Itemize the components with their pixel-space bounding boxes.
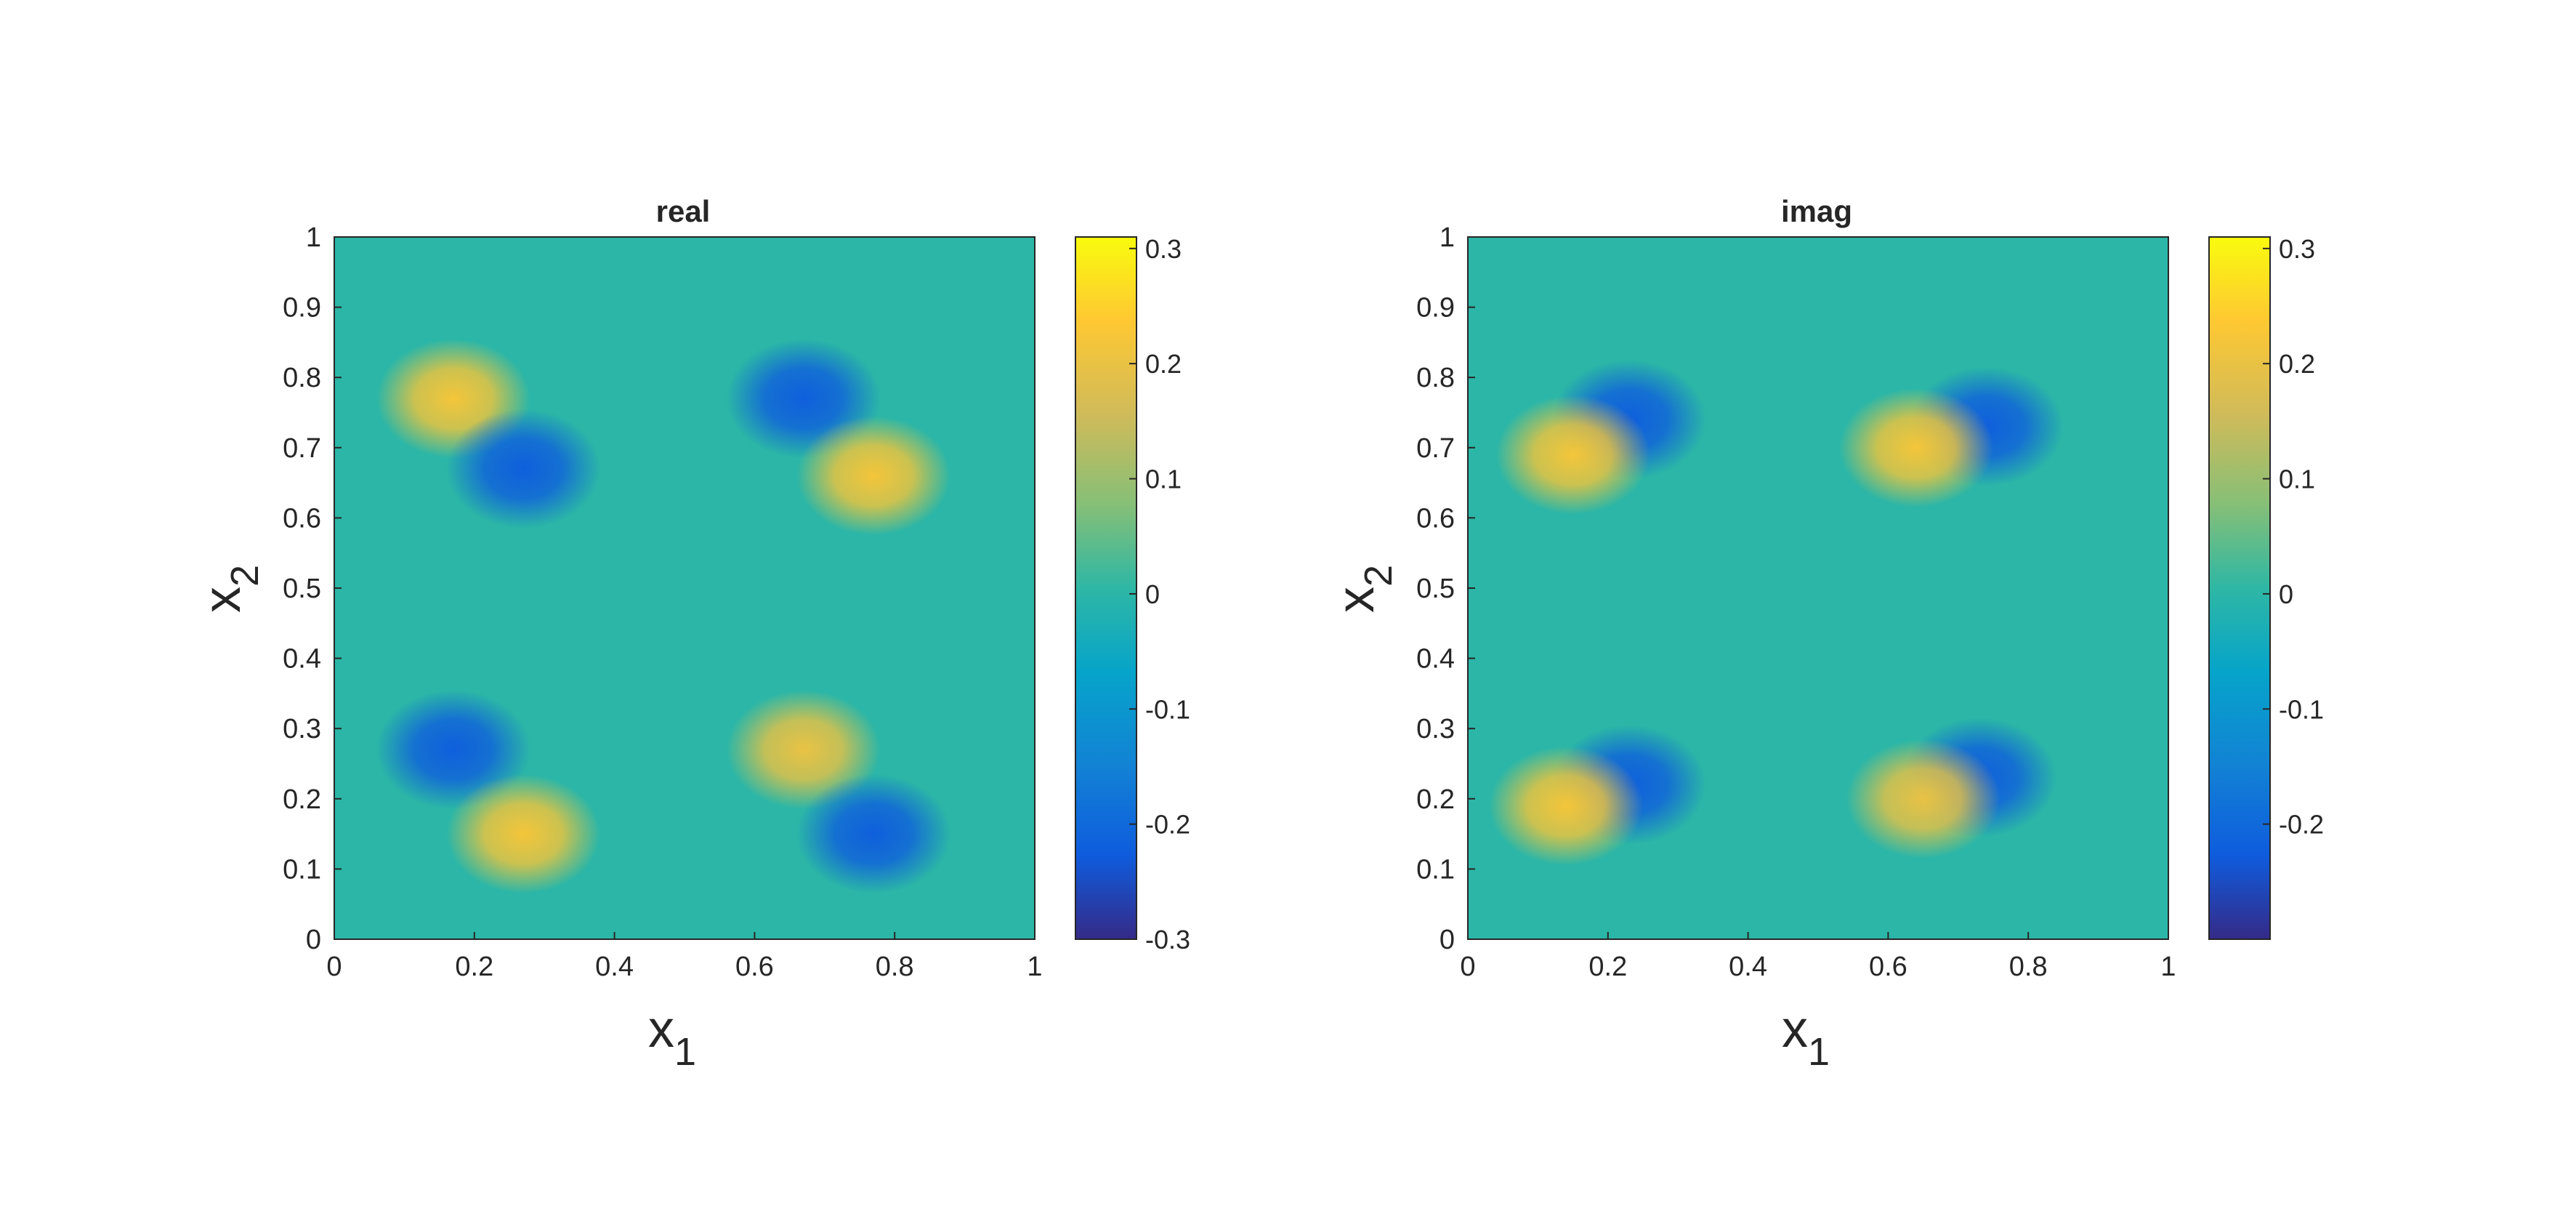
- y-axis-label-subscript: 2: [223, 565, 267, 587]
- x-axis-ticks: 0 0.2 0.4 0.6 0.8 1: [1460, 932, 2176, 982]
- colorbar: -0.3 -0.2 -0.1 0 0.1 0.2 0.3: [1075, 234, 1190, 954]
- y-axis-label-text: x: [1327, 587, 1385, 613]
- heatmap-feature: [1838, 387, 1993, 507]
- colorbar-tick-label: 0: [2279, 579, 2293, 609]
- colorbar-tick-label: 0.2: [2279, 349, 2315, 379]
- colorbar-gradient: [1075, 236, 1137, 940]
- heatmap-feature: [796, 773, 951, 894]
- x-axis-label-subscript: 1: [1808, 1030, 1830, 1074]
- colorbar-gradient: [2208, 236, 2271, 940]
- x-tick-label: 0.2: [455, 952, 493, 982]
- x-axis-label: x1: [1782, 1000, 1830, 1074]
- plot-area: [1467, 236, 2169, 940]
- y-tick-label: 0.7: [1416, 433, 1455, 464]
- x-tick-label: 0.4: [1729, 952, 1767, 982]
- y-tick-label: 0.4: [1416, 644, 1455, 675]
- y-axis-label-subscript: 2: [1357, 565, 1400, 587]
- y-tick-label: 0.8: [283, 363, 321, 393]
- y-tick-label: 0.2: [1416, 784, 1455, 815]
- x-axis-label: x1: [648, 1000, 696, 1074]
- heatmap-feature: [1495, 395, 1650, 515]
- y-tick-label: 0.1: [283, 854, 321, 885]
- colorbar-tick-label: 0.3: [1145, 234, 1182, 264]
- y-axis-label: x2: [193, 565, 267, 613]
- y-tick-label: 0.1: [1416, 854, 1455, 885]
- y-axis-ticks: 0 0.1 0.2 0.3 0.4 0.5 0.6 0.7 0.8 0.9 1: [1416, 222, 1475, 955]
- colorbar-tick-label: -0.1: [2279, 694, 2324, 724]
- y-tick-label: 0.6: [1416, 503, 1455, 534]
- heatmap-marks: [376, 339, 951, 894]
- heatmap-panel-imag: imag 0 0.2 0.4 0.6 0.8 1 00.10.20.30.40.50.60…: [1327, 194, 2324, 1074]
- colorbar-ticks: -0.2 -0.1 0 0.1 0.2 0.3: [2263, 234, 2324, 840]
- y-tick-label: 0.3: [1416, 714, 1455, 744]
- x-tick-label: 0.6: [735, 952, 774, 982]
- y-tick-label: 0.7: [283, 433, 321, 464]
- colorbar-tick-label: 0.1: [2279, 465, 2315, 494]
- plot-title: imag: [1781, 194, 1852, 228]
- y-tick-label: 0: [306, 925, 321, 955]
- heatmap-feature: [796, 416, 951, 536]
- colorbar-tick-label: -0.1: [1145, 694, 1190, 724]
- x-tick-label: 1: [2160, 952, 2176, 982]
- y-tick-label: 0.9: [283, 293, 321, 323]
- plot-area: [334, 236, 1035, 940]
- y-axis-label: x2: [1327, 565, 1400, 613]
- x-tick-label: 0.2: [1588, 952, 1627, 982]
- x-tick-label: 0.6: [1869, 952, 1907, 982]
- colorbar-tick-label: -0.2: [1145, 810, 1190, 840]
- y-axis-label-text: x: [193, 587, 251, 613]
- y-tick-label: 0.3: [283, 714, 321, 744]
- colorbar-tick-label: 0.1: [1145, 465, 1182, 494]
- y-tick-label: 0.6: [283, 503, 321, 534]
- x-tick-label: 0: [1460, 952, 1475, 982]
- colorbar-tick-label: 0.2: [1145, 349, 1182, 379]
- colorbar-ticks: -0.3 -0.2 -0.1 0 0.1 0.2 0.3: [1129, 234, 1190, 954]
- x-axis-label-text: x: [1782, 1000, 1808, 1058]
- heatmap-panel-real: real 0 0.2 0.4 0.6 0.8 1 00.10.20.30.40.50.60…: [193, 194, 1190, 1074]
- plot-title: real: [656, 194, 711, 228]
- y-tick-label: 0.8: [1416, 363, 1455, 393]
- y-tick-label: 0.5: [283, 574, 321, 604]
- heatmap-marks: [1488, 360, 2064, 866]
- x-tick-label: 0.8: [876, 952, 914, 982]
- heatmap-feature: [1846, 739, 2000, 859]
- x-axis-label-subscript: 1: [674, 1030, 696, 1074]
- x-tick-label: 0.4: [595, 952, 634, 982]
- x-tick-label: 1: [1027, 952, 1042, 982]
- y-tick-label: 1: [1440, 222, 1455, 253]
- heatmap-feature: [446, 773, 601, 894]
- heatmap-feature: [446, 409, 601, 528]
- heatmap-feature: [1488, 746, 1643, 866]
- y-tick-label: 0.9: [1416, 293, 1455, 323]
- x-axis-ticks: 0 0.2 0.4 0.6 0.8 1: [326, 932, 1043, 982]
- colorbar-tick-label: 0: [1145, 579, 1160, 609]
- y-axis-ticks: 0 0.1 0.2 0.3 0.4 0.5 0.6 0.7 0.8 0.9 1: [283, 222, 342, 955]
- x-tick-label: 0: [326, 952, 342, 982]
- y-tick-label: 0: [1440, 925, 1455, 955]
- colorbar: -0.2 -0.1 0 0.1 0.2 0.3: [2208, 234, 2324, 940]
- y-tick-label: 0.4: [283, 644, 321, 675]
- x-axis-label-text: x: [648, 1000, 674, 1058]
- x-tick-label: 0.8: [2009, 952, 2048, 982]
- y-tick-label: 0.2: [283, 784, 321, 815]
- colorbar-tick-label: 0.3: [2279, 234, 2315, 264]
- y-tick-label: 0.5: [1416, 574, 1455, 604]
- colorbar-tick-label: -0.3: [1145, 925, 1190, 954]
- y-tick-label: 1: [306, 222, 321, 253]
- colorbar-tick-label: -0.2: [2279, 810, 2324, 840]
